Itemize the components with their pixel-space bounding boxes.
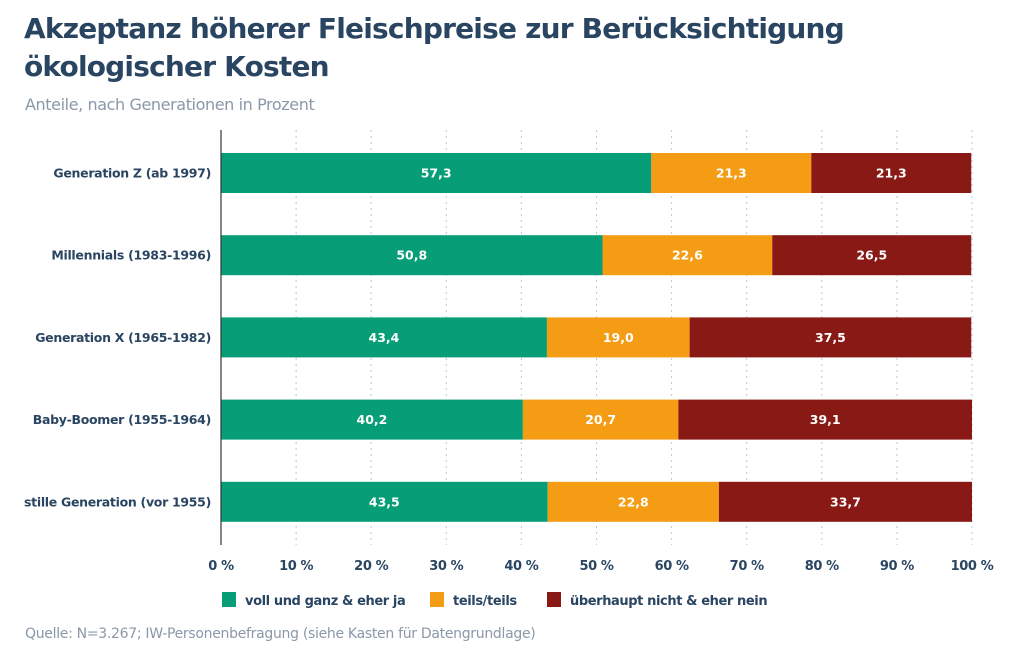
data-label: 40,2 — [357, 412, 388, 427]
bar-segment — [522, 399, 679, 440]
x-tick-label: 80 % — [805, 559, 839, 574]
bar-segment — [221, 153, 652, 193]
x-tick-label: 70 % — [730, 559, 764, 574]
data-label: 19,0 — [603, 330, 634, 345]
data-label: 33,7 — [830, 494, 861, 509]
category-label: Generation Z (ab 1997) — [53, 166, 211, 181]
bar-segment — [221, 235, 603, 276]
bar-row: 57,3 21,3 21,3 — [221, 153, 972, 193]
data-label: 57,3 — [421, 166, 452, 181]
data-label: 50,8 — [396, 248, 427, 263]
bar-segment — [546, 317, 690, 358]
chart-title-line-2: ökologischer Kosten — [24, 50, 330, 83]
data-label: 21,3 — [716, 166, 747, 181]
source-note: Quelle: N=3.267; IW-Personenbefragung (s… — [25, 626, 536, 642]
bar-segment — [221, 317, 547, 358]
bar-segment — [811, 153, 972, 193]
category-label: Millennials (1983-1996) — [51, 248, 211, 263]
category-label: Baby-Boomer (1955-1964) — [33, 412, 211, 427]
data-label: 22,8 — [618, 494, 649, 509]
bar-segment — [547, 481, 719, 522]
bar-segment — [772, 235, 972, 276]
bar-segment — [221, 481, 548, 522]
bar-row: 43,5 22,8 33,7 — [221, 481, 972, 522]
bars: 57,3 21,3 21,3 50,8 22,6 26,5 43,4 19,0 37,5 40,2… — [221, 153, 972, 522]
chart-title: Akzeptanz höherer Fleischpreise zur Berü… — [24, 10, 924, 86]
x-axis-tick-labels: 0 % 10 % 20 % 30 % 40 % 50 % 60 % 70 % 80 % 90 % 1… — [208, 559, 994, 574]
x-tick-label: 10 % — [279, 559, 313, 574]
legend-swatch — [547, 592, 561, 607]
x-tick-label: 30 % — [429, 559, 463, 574]
bar-row: 50,8 22,6 26,5 — [221, 235, 972, 276]
category-label: Generation X (1965-1982) — [35, 330, 211, 345]
data-label: 26,5 — [856, 248, 887, 263]
bar-segment — [718, 481, 972, 522]
legend: voll und ganz & eher ja teils/teils überha… — [222, 592, 768, 609]
x-tick-label: 40 % — [504, 559, 538, 574]
data-label: 43,4 — [369, 330, 400, 345]
data-label: 20,7 — [585, 412, 616, 427]
x-tick-label: 20 % — [354, 559, 388, 574]
data-label: 43,5 — [369, 494, 400, 509]
bar-segment — [689, 317, 972, 358]
x-tick-label: 0 % — [208, 559, 234, 574]
legend-swatch — [222, 592, 236, 607]
x-tick-label: 50 % — [579, 559, 613, 574]
category-labels: Generation Z (ab 1997) Millennials (1983-… — [24, 166, 211, 510]
chart-subtitle: Anteile, nach Generationen in Prozent — [25, 95, 315, 114]
bar-segment — [602, 235, 773, 276]
legend-label: voll und ganz & eher ja — [245, 594, 405, 609]
legend-item: teils/teils — [430, 592, 518, 609]
bar-segment — [221, 399, 523, 440]
data-label: 39,1 — [810, 412, 841, 427]
legend-item: überhaupt nicht & eher nein — [547, 592, 768, 609]
category-label: stille Generation (vor 1955) — [24, 494, 211, 509]
bar-row: 43,4 19,0 37,5 — [221, 317, 972, 358]
legend-label: teils/teils — [453, 594, 517, 609]
data-label: 22,6 — [672, 248, 703, 263]
legend-item: voll und ganz & eher ja — [222, 592, 406, 609]
x-tick-label: 90 % — [880, 559, 914, 574]
chart-title-line-1: Akzeptanz höherer Fleischpreise zur Berü… — [24, 12, 845, 45]
bar-segment — [651, 153, 812, 193]
legend-label: überhaupt nicht & eher nein — [570, 594, 767, 609]
data-label: 21,3 — [876, 166, 907, 181]
bar-row: 40,2 20,7 39,1 — [221, 399, 972, 440]
x-tick-label: 100 % — [951, 559, 994, 574]
data-label: 37,5 — [815, 330, 846, 345]
legend-swatch — [430, 592, 444, 607]
x-tick-label: 60 % — [655, 559, 689, 574]
bar-segment — [678, 399, 972, 440]
